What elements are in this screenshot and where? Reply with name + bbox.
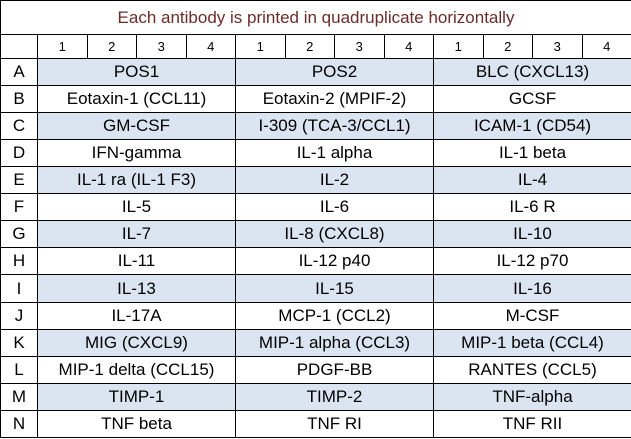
antibody-cell: TIMP-2 (235, 382, 434, 411)
antibody-row: F IL-5 IL-6 IL-6 R (0, 193, 631, 222)
row-label: D (0, 139, 38, 168)
antibody-cell: IL-4 (433, 166, 631, 195)
corner-cell (0, 34, 38, 60)
antibody-cell: IL-16 (433, 274, 631, 303)
antibody-row: D IFN-gamma IL-1 alpha IL-1 beta (0, 139, 631, 168)
antibody-cell: IL-8 (CXCL8) (235, 220, 434, 249)
row-label: E (0, 166, 38, 195)
antibody-row: G IL-7 IL-8 (CXCL8) IL-10 (0, 220, 631, 249)
antibody-cell: IL-12 p70 (433, 247, 631, 276)
row-label: M (0, 382, 38, 411)
antibody-cell: TIMP-1 (37, 382, 236, 411)
antibody-cell: GM-CSF (37, 112, 236, 141)
row-label: F (0, 193, 38, 222)
antibody-cell: IL-2 (235, 166, 434, 195)
antibody-cell: POS2 (235, 58, 434, 87)
column-number: 3 (136, 34, 187, 60)
row-label: K (0, 328, 38, 357)
antibody-cell: IL-1 ra (IL-1 F3) (37, 166, 236, 195)
column-number: 4 (185, 34, 236, 60)
antibody-row: A POS1 POS2 BLC (CXCL13) (0, 58, 631, 87)
antibody-cell: I-309 (TCA-3/CCL1) (235, 112, 434, 141)
column-number: 1 (433, 34, 484, 60)
antibody-cell: IL-17A (37, 301, 236, 330)
antibody-cell: Eotaxin-2 (MPIF-2) (235, 85, 434, 114)
antibody-cell: IL-1 beta (433, 139, 631, 168)
antibody-cell: MCP-1 (CCL2) (235, 301, 434, 330)
title-row: Each antibody is printed in quadruplicat… (0, 0, 631, 36)
antibody-cell: RANTES (CCL5) (433, 355, 631, 384)
antibody-cell: IL-1 alpha (235, 139, 434, 168)
column-number: 4 (581, 34, 631, 60)
row-label: A (0, 58, 38, 87)
column-number: 2 (284, 34, 335, 60)
antibody-cell: IL-13 (37, 274, 236, 303)
antibody-cell: MIP-1 delta (CCL15) (37, 355, 236, 384)
column-number: 2 (86, 34, 137, 60)
row-label: J (0, 301, 38, 330)
row-label: C (0, 112, 38, 141)
row-label: B (0, 85, 38, 114)
title: Each antibody is printed in quadruplicat… (0, 0, 631, 36)
column-number: 4 (383, 34, 434, 60)
antibody-cell: IL-7 (37, 220, 236, 249)
row-label: N (0, 409, 38, 439)
column-number: 2 (482, 34, 533, 60)
antibody-row: L MIP-1 delta (CCL15) PDGF-BB RANTES (CCL5) (0, 355, 631, 384)
antibody-cell: MIP-1 beta (CCL4) (433, 328, 631, 357)
antibody-cell: BLC (CXCL13) (433, 58, 631, 87)
row-label: H (0, 247, 38, 276)
antibody-row: M TIMP-1 TIMP-2 TNF-alpha (0, 382, 631, 411)
antibody-row: I IL-13 IL-15 IL-16 (0, 274, 631, 303)
antibody-cell: GCSF (433, 85, 631, 114)
row-label: I (0, 274, 38, 303)
column-number: 3 (334, 34, 385, 60)
antibody-cell: IFN-gamma (37, 139, 236, 168)
antibody-cell: IL-10 (433, 220, 631, 249)
antibody-cell: PDGF-BB (235, 355, 434, 384)
antibody-row: H IL-11 IL-12 p40 IL-12 p70 (0, 247, 631, 276)
antibody-cell: MIP-1 alpha (CCL3) (235, 328, 434, 357)
antibody-cell: TNF RI (235, 409, 434, 439)
antibody-cell: TNF RII (433, 409, 631, 439)
antibody-cell: IL-15 (235, 274, 434, 303)
antibody-cell: IL-12 p40 (235, 247, 434, 276)
antibody-cell: ICAM-1 (CD54) (433, 112, 631, 141)
antibody-row: J IL-17A MCP-1 (CCL2) M-CSF (0, 301, 631, 330)
antibody-cell: MIG (CXCL9) (37, 328, 236, 357)
antibody-cell: TNF beta (37, 409, 236, 439)
antibody-row: E IL-1 ra (IL-1 F3) IL-2 IL-4 (0, 166, 631, 195)
antibody-cell: IL-5 (37, 193, 236, 222)
column-number: 3 (532, 34, 583, 60)
antibody-cell: IL-6 R (433, 193, 631, 222)
row-label: G (0, 220, 38, 249)
antibody-row: N TNF beta TNF RI TNF RII (0, 409, 631, 439)
antibody-cell: IL-11 (37, 247, 236, 276)
row-label: L (0, 355, 38, 384)
antibody-row: K MIG (CXCL9) MIP-1 alpha (CCL3) MIP-1 beta… (0, 328, 631, 357)
antibody-cell: TNF-alpha (433, 382, 631, 411)
antibody-cell: Eotaxin-1 (CCL11) (37, 85, 236, 114)
antibody-row: C GM-CSF I-309 (TCA-3/CCL1) ICAM-1 (CD54) (0, 112, 631, 141)
column-number: 1 (235, 34, 286, 60)
antibody-cell: IL-6 (235, 193, 434, 222)
antibody-row: B Eotaxin-1 (CCL11) Eotaxin-2 (MPIF-2) GCSF (0, 85, 631, 114)
antibody-cell: POS1 (37, 58, 236, 87)
column-number: 1 (37, 34, 88, 60)
antibody-cell: M-CSF (433, 301, 631, 330)
